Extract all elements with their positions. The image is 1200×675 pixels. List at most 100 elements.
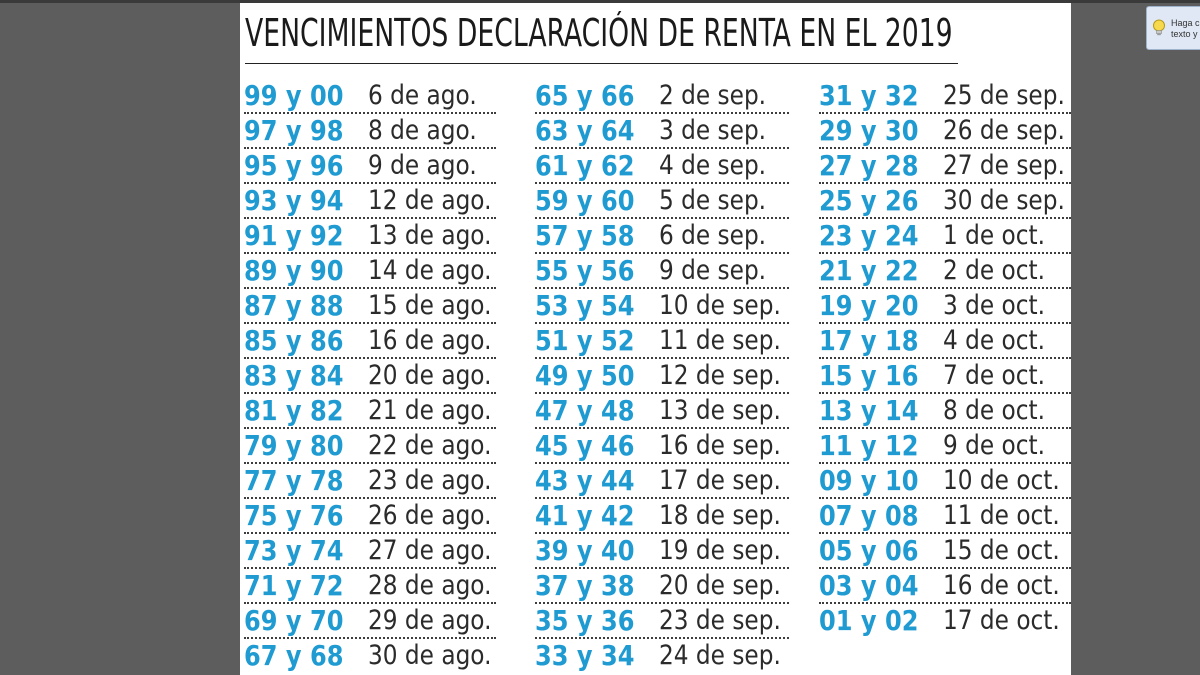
- due-date: 16 de sep.: [659, 430, 781, 461]
- document-page: VENCIMIENTOS DECLARACIÓN DE RENTA EN EL …: [240, 3, 1071, 675]
- nit-digits: 57 y 58: [535, 219, 635, 252]
- nit-digits: 81 y 82: [244, 394, 344, 427]
- due-date: 26 de sep.: [943, 115, 1065, 146]
- schedule-row: 31 y 32 25 de sep.: [819, 79, 1071, 114]
- nit-digits: 03 y 04: [819, 569, 919, 602]
- nit-digits: 21 y 22: [819, 254, 919, 287]
- due-date: 21 de ago.: [368, 395, 492, 426]
- schedule-row: 89 y 90 14 de ago.: [244, 254, 496, 289]
- schedule-row: 93 y 94 12 de ago.: [244, 184, 496, 219]
- due-date: 26 de ago.: [368, 500, 492, 531]
- tooltip-text: Haga cl texto y t: [1171, 18, 1200, 40]
- schedule-row: 45 y 46 16 de sep.: [535, 429, 789, 464]
- schedule-row: 35 y 36 23 de sep.: [535, 604, 789, 639]
- window-top-bar: [0, 0, 1200, 3]
- nit-digits: 23 y 24: [819, 219, 919, 252]
- schedule-row: 41 y 42 18 de sep.: [535, 499, 789, 534]
- due-date: 15 de ago.: [368, 290, 492, 321]
- due-date: 5 de sep.: [659, 185, 767, 216]
- due-date: 11 de oct.: [943, 500, 1060, 531]
- nit-digits: 19 y 20: [819, 289, 919, 322]
- schedule-row: 57 y 58 6 de sep.: [535, 219, 789, 254]
- nit-digits: 05 y 06: [819, 534, 919, 567]
- nit-digits: 83 y 84: [244, 359, 344, 392]
- schedule-row: 15 y 16 7 de oct.: [819, 359, 1071, 394]
- schedule-row: 99 y 00 6 de ago.: [244, 79, 496, 114]
- schedule-row: 17 y 18 4 de oct.: [819, 324, 1071, 359]
- due-date: 23 de ago.: [368, 465, 492, 496]
- nit-digits: 51 y 52: [535, 324, 635, 357]
- schedule-row: 77 y 78 23 de ago.: [244, 464, 496, 499]
- due-date: 19 de sep.: [659, 535, 781, 566]
- nit-digits: 69 y 70: [244, 604, 344, 637]
- nit-digits: 01 y 02: [819, 604, 919, 637]
- schedule-row: 83 y 84 20 de ago.: [244, 359, 496, 394]
- nit-digits: 97 y 98: [244, 114, 344, 147]
- schedule-row: 49 y 50 12 de sep.: [535, 359, 789, 394]
- due-date: 14 de ago.: [368, 255, 492, 286]
- schedule-row: 29 y 30 26 de sep.: [819, 114, 1071, 149]
- nit-digits: 41 y 42: [535, 499, 635, 532]
- due-date: 10 de sep.: [659, 290, 781, 321]
- nit-digits: 95 y 96: [244, 149, 344, 182]
- nit-digits: 61 y 62: [535, 149, 635, 182]
- schedule-row: 85 y 86 16 de ago.: [244, 324, 496, 359]
- nit-digits: 25 y 26: [819, 184, 919, 217]
- schedule-column-3: 31 y 32 25 de sep. 29 y 30 26 de sep. 27 y 2…: [819, 79, 1071, 639]
- nit-digits: 93 y 94: [244, 184, 344, 217]
- schedule-row: 81 y 82 21 de ago.: [244, 394, 496, 429]
- nit-digits: 53 y 54: [535, 289, 635, 322]
- due-date: 18 de sep.: [659, 500, 781, 531]
- due-date: 1 de oct.: [943, 220, 1046, 251]
- schedule-row: 09 y 10 10 de oct.: [819, 464, 1071, 499]
- nit-digits: 09 y 10: [819, 464, 919, 497]
- nit-digits: 79 y 80: [244, 429, 344, 462]
- nit-digits: 33 y 34: [535, 639, 635, 672]
- nit-digits: 35 y 36: [535, 604, 635, 637]
- nit-digits: 73 y 74: [244, 534, 344, 567]
- due-date: 8 de ago.: [368, 115, 477, 146]
- schedule-row: 23 y 24 1 de oct.: [819, 219, 1071, 254]
- tooltip-line-1: Haga cl: [1171, 18, 1200, 28]
- due-date: 7 de oct.: [943, 360, 1046, 391]
- nit-digits: 11 y 12: [819, 429, 919, 462]
- schedule-row: 79 y 80 22 de ago.: [244, 429, 496, 464]
- tooltip-line-2: texto y t: [1171, 29, 1200, 39]
- due-date: 30 de sep.: [943, 185, 1065, 216]
- nit-digits: 67 y 68: [244, 639, 344, 672]
- due-date: 9 de oct.: [943, 430, 1046, 461]
- help-tooltip[interactable]: Haga cl texto y t: [1146, 6, 1200, 50]
- due-date: 8 de oct.: [943, 395, 1046, 426]
- nit-digits: 17 y 18: [819, 324, 919, 357]
- due-date: 23 de sep.: [659, 605, 781, 636]
- schedule-row: 87 y 88 15 de ago.: [244, 289, 496, 324]
- schedule-column-2: 65 y 66 2 de sep. 63 y 64 3 de sep. 61 y 62 4…: [535, 79, 789, 674]
- due-date: 2 de sep.: [659, 80, 767, 111]
- nit-digits: 85 y 86: [244, 324, 344, 357]
- nit-digits: 55 y 56: [535, 254, 635, 287]
- due-date: 20 de sep.: [659, 570, 781, 601]
- schedule-row: 19 y 20 3 de oct.: [819, 289, 1071, 324]
- due-date: 13 de ago.: [368, 220, 492, 251]
- due-date: 29 de ago.: [368, 605, 492, 636]
- nit-digits: 13 y 14: [819, 394, 919, 427]
- nit-digits: 99 y 00: [244, 79, 344, 112]
- schedule-row: 39 y 40 19 de sep.: [535, 534, 789, 569]
- schedule-row: 51 y 52 11 de sep.: [535, 324, 789, 359]
- nit-digits: 07 y 08: [819, 499, 919, 532]
- due-date: 15 de oct.: [943, 535, 1060, 566]
- schedule-row: 01 y 02 17 de oct.: [819, 604, 1071, 639]
- due-date: 9 de sep.: [659, 255, 767, 286]
- due-date: 12 de ago.: [368, 185, 492, 216]
- schedule-row: 97 y 98 8 de ago.: [244, 114, 496, 149]
- schedule-row: 69 y 70 29 de ago.: [244, 604, 496, 639]
- title-divider: [245, 63, 958, 64]
- schedule-row: 47 y 48 13 de sep.: [535, 394, 789, 429]
- page-title: VENCIMIENTOS DECLARACIÓN DE RENTA EN EL …: [245, 11, 953, 55]
- schedule-row: 37 y 38 20 de sep.: [535, 569, 789, 604]
- nit-digits: 29 y 30: [819, 114, 919, 147]
- nit-digits: 15 y 16: [819, 359, 919, 392]
- due-date: 25 de sep.: [943, 80, 1065, 111]
- due-date: 27 de sep.: [943, 150, 1065, 181]
- schedule-row: 11 y 12 9 de oct.: [819, 429, 1071, 464]
